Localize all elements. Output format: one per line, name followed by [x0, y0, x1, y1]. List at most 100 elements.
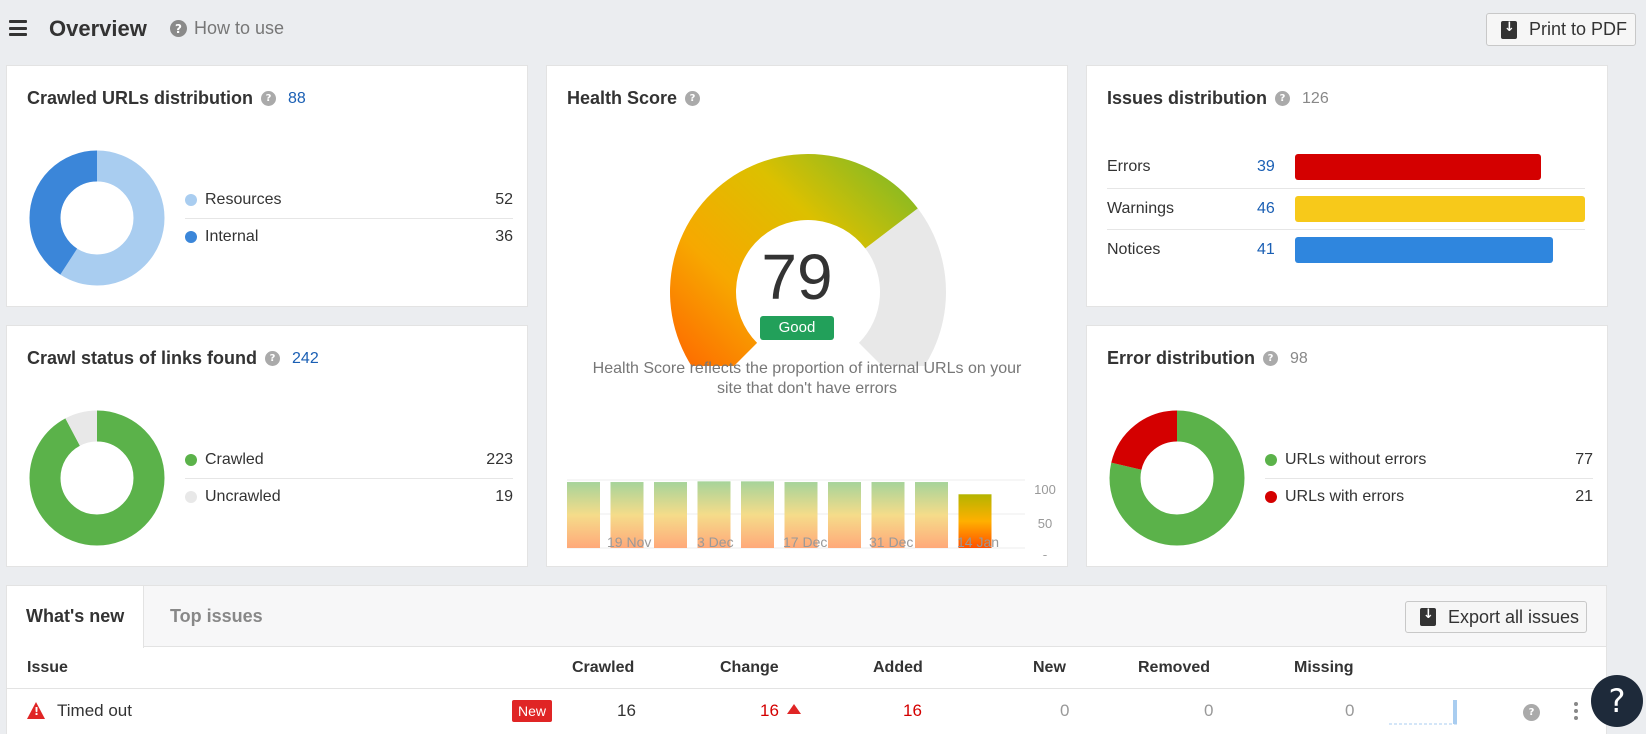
column-header-change[interactable]: Change — [720, 659, 779, 676]
error-icon — [27, 702, 45, 719]
gauge-remaining-arc — [858, 208, 946, 366]
column-header-missing[interactable]: Missing — [1294, 659, 1354, 676]
health-score-bar — [610, 482, 644, 548]
health-score-bar — [567, 482, 600, 548]
health-score-description: Health Score reflects the proportion of … — [592, 360, 1022, 397]
column-header-issue[interactable]: Issue — [27, 659, 68, 676]
x-tick-label: 19 Nov — [607, 534, 652, 550]
column-header-added[interactable]: Added — [873, 659, 923, 676]
issues-value[interactable]: 39 — [1257, 158, 1275, 175]
issues-distribution-total: 126 — [1302, 89, 1329, 107]
legend-item-uncrawled[interactable]: Uncrawled 19 — [185, 478, 513, 514]
legend-value: 21 — [1575, 487, 1593, 505]
legend-item-urls-with-errors[interactable]: URLs with errors 21 — [1265, 478, 1593, 514]
error-distribution-card: Error distribution ? 98 URLs without err… — [1086, 325, 1608, 567]
health-score-card: Health Score ? 79 Good Health Score refl… — [546, 65, 1068, 567]
export-all-issues-button[interactable]: Export all issues — [1405, 601, 1587, 633]
issues-panel: What's new Top issues Export all issues … — [6, 585, 1607, 734]
card-title: Crawl status of links found ? 242 — [27, 348, 319, 369]
card-title: Error distribution ? 98 — [1107, 348, 1308, 369]
error-distribution-legend: URLs without errors 77 URLs with errors … — [1265, 442, 1593, 514]
more-options-icon[interactable] — [1574, 702, 1578, 723]
trend-sparkline — [1389, 700, 1457, 725]
crawled-urls-total[interactable]: 88 — [288, 89, 306, 107]
crawl-status-donut — [29, 410, 165, 546]
column-header-new[interactable]: New — [1033, 659, 1066, 676]
table-row[interactable]: Timed out New 16 16 16 0 0 0 ? — [7, 690, 1606, 732]
column-header-crawled[interactable]: Crawled — [572, 659, 635, 676]
crawl-status-total[interactable]: 242 — [292, 349, 319, 367]
legend-dot — [185, 194, 197, 206]
issues-distribution-title: Issues distribution — [1107, 88, 1268, 108]
health-score-value: 79 — [761, 241, 833, 313]
crawled-urls-legend: Resources 52 Internal 36 — [185, 182, 513, 254]
legend-item-internal[interactable]: Internal 36 — [185, 218, 513, 254]
x-tick-label: 31 Dec — [869, 534, 914, 550]
legend-item-urls-without-errors[interactable]: URLs without errors 77 — [1265, 442, 1593, 478]
issues-row-warnings[interactable]: Warnings 46 — [1107, 188, 1585, 228]
crawled-value[interactable]: 16 — [617, 701, 636, 720]
added-value[interactable]: 16 — [903, 701, 922, 720]
tab-whats-new[interactable]: What's new — [7, 586, 145, 648]
legend-dot — [1265, 454, 1277, 466]
x-axis-labels: 19 Nov 3 Dec 17 Dec 31 Dec 14 Jan — [547, 534, 1069, 554]
issues-value[interactable]: 41 — [1257, 240, 1275, 258]
legend-label: URLs with errors — [1285, 487, 1405, 505]
legend-item-crawled[interactable]: Crawled 223 — [185, 442, 513, 478]
export-label: Export all issues — [1448, 606, 1580, 627]
legend-value: 19 — [495, 487, 513, 505]
tab-top-issues[interactable]: Top issues — [170, 606, 263, 626]
help-icon[interactable]: ? — [1275, 91, 1291, 106]
donut-slice-internal — [29, 150, 165, 286]
help-icon[interactable]: ? — [265, 351, 281, 366]
x-tick-label: 3 Dec — [697, 534, 734, 550]
download-icon — [1501, 20, 1517, 39]
crawled-urls-donut — [29, 150, 165, 286]
issues-tabs: What's new Top issues Export all issues — [7, 586, 1606, 648]
issues-label: Errors — [1107, 158, 1151, 175]
column-header-removed[interactable]: Removed — [1138, 659, 1211, 676]
help-chat-button[interactable]: ? — [1591, 675, 1643, 727]
legend-value: 223 — [486, 451, 513, 468]
donut-slice-urls-with-errors — [1109, 410, 1245, 546]
legend-item-resources[interactable]: Resources 52 — [185, 182, 513, 218]
how-to-use-label: How to use — [194, 18, 285, 38]
help-icon[interactable]: ? — [1263, 351, 1278, 366]
x-tick-label: 17 Dec — [783, 534, 828, 550]
issues-row-errors[interactable]: Errors 39 — [1107, 147, 1585, 187]
top-bar: Overview ? How to use Print to PDF — [0, 0, 1646, 58]
new-badge: New — [512, 700, 553, 722]
donut-slice-crawled — [29, 410, 165, 546]
download-icon — [1420, 607, 1436, 626]
issues-label: Warnings — [1107, 199, 1174, 217]
crawl-status-legend: Crawled 223 Uncrawled 19 — [185, 442, 513, 514]
how-to-use-link[interactable]: ? How to use — [170, 18, 284, 39]
gauge-score-arc — [670, 154, 918, 366]
y-tick-label: 100 — [1034, 482, 1056, 497]
issues-bar — [1295, 195, 1585, 222]
crawled-urls-title: Crawled URLs distribution — [27, 88, 254, 108]
health-score-bar — [915, 482, 948, 548]
help-icon[interactable]: ? — [685, 91, 701, 106]
health-score-bar — [741, 481, 774, 548]
card-title: Health Score ? — [567, 88, 701, 109]
issues-label: Notices — [1107, 240, 1161, 258]
issues-row-notices[interactable]: Notices 41 — [1107, 229, 1585, 269]
issue-name-link[interactable]: Timed out — [57, 701, 132, 720]
legend-label: Internal — [205, 227, 259, 245]
legend-dot — [185, 454, 197, 466]
legend-label: Uncrawled — [205, 487, 281, 505]
removed-value: 0 — [1204, 701, 1214, 720]
help-icon[interactable]: ? — [1523, 704, 1540, 721]
card-title: Issues distribution ? 126 — [1107, 88, 1329, 109]
error-distribution-title: Error distribution — [1107, 348, 1255, 368]
print-to-pdf-button[interactable]: Print to PDF — [1486, 13, 1636, 46]
help-icon[interactable]: ? — [261, 91, 277, 106]
new-value: 0 — [1060, 701, 1070, 720]
menu-icon[interactable] — [9, 20, 27, 36]
health-score-bar — [828, 482, 861, 548]
print-label: Print to PDF — [1529, 19, 1628, 39]
y-tick-label: 0 — [1041, 552, 1048, 556]
issues-value[interactable]: 46 — [1257, 199, 1275, 217]
legend-label: Resources — [205, 191, 282, 208]
